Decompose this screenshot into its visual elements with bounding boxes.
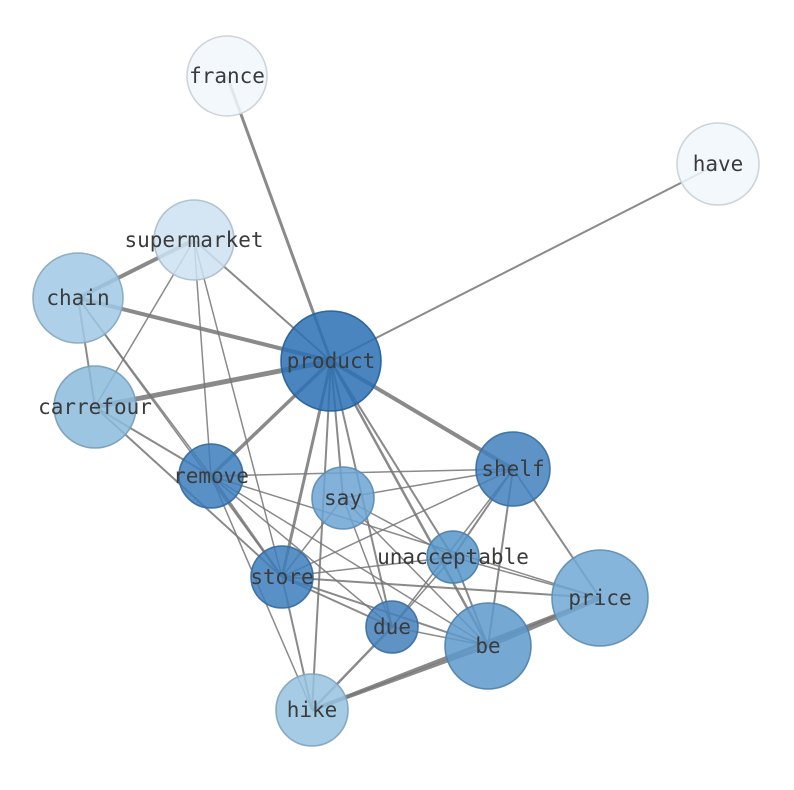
node-remove (178, 443, 244, 509)
nodes-layer (32, 35, 760, 747)
edge-have-product (330, 163, 719, 362)
edge-shelf-store (281, 468, 514, 578)
edge-store-price (281, 576, 601, 599)
edge-product-be (329, 360, 490, 647)
node-supermarket (153, 199, 235, 281)
node-have (676, 122, 760, 206)
node-price (551, 549, 649, 647)
edge-remove-shelf (210, 468, 514, 477)
node-france (186, 35, 268, 117)
node-product (280, 310, 382, 412)
node-chain (32, 252, 124, 344)
edge-product-hike (311, 360, 332, 711)
node-carrefour (53, 365, 137, 449)
edge-supermarket-store (193, 239, 283, 578)
node-hike (275, 673, 349, 747)
node-store (250, 545, 314, 609)
edge-remove-price (210, 475, 601, 599)
node-shelf (475, 431, 551, 507)
edge-remove-be (210, 475, 489, 647)
node-due (365, 600, 419, 654)
node-be (444, 602, 532, 690)
node-say (311, 466, 375, 530)
node-unacceptable (426, 530, 480, 584)
